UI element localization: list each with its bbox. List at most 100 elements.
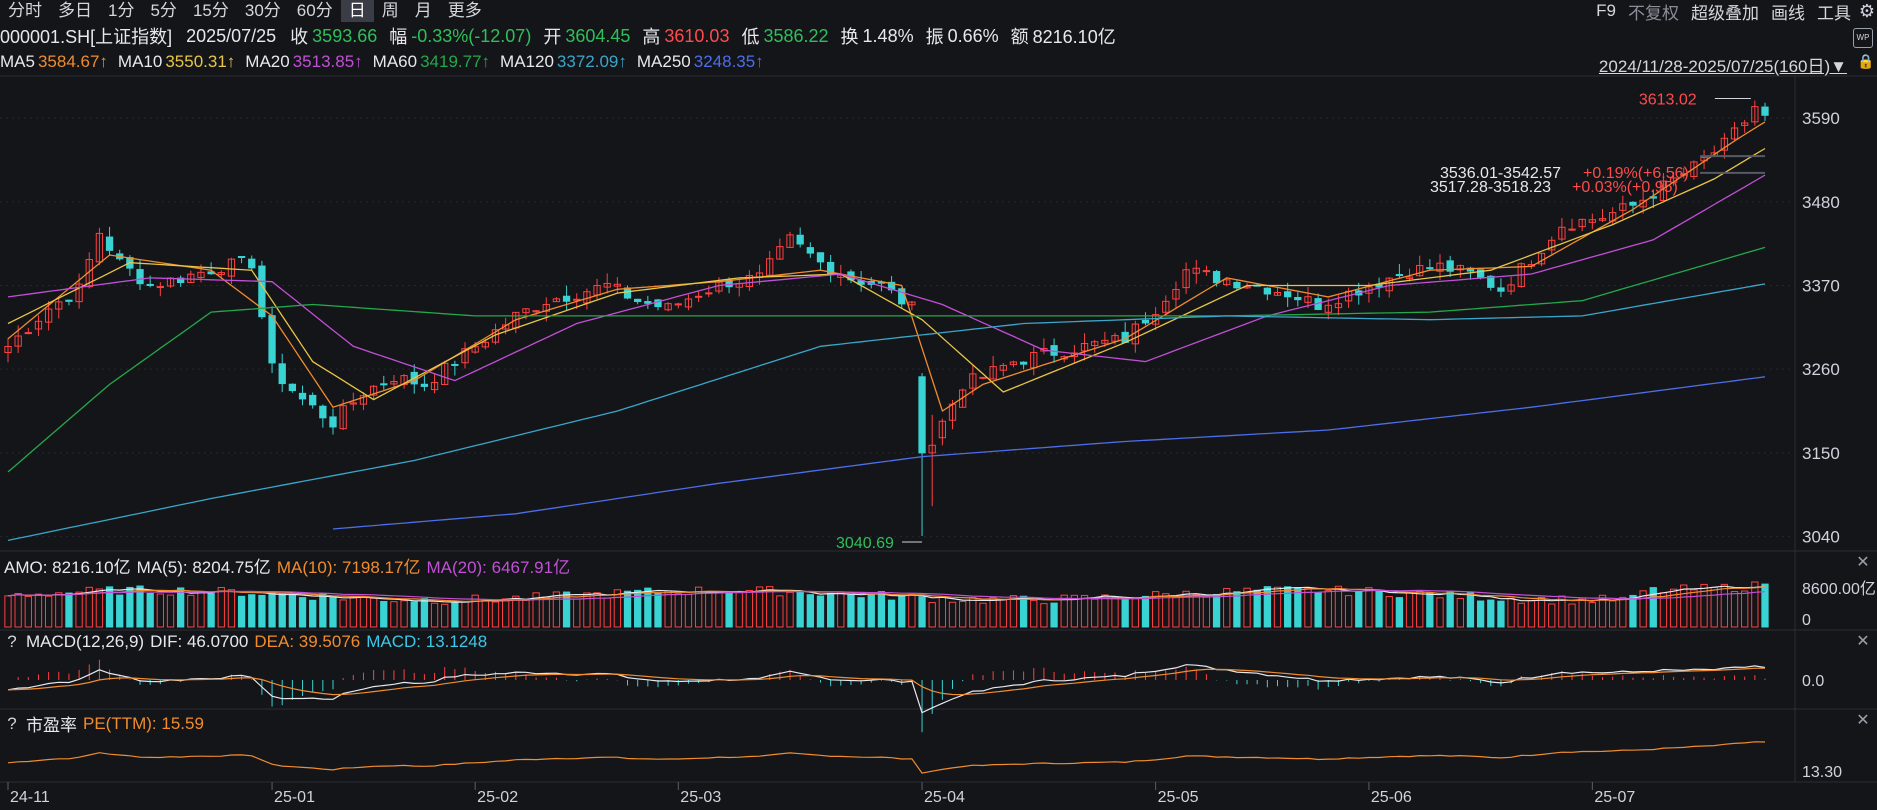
- period-tab-10[interactable]: 更多: [447, 1, 482, 20]
- volume-bar: [197, 590, 205, 628]
- volume-bar: [1273, 586, 1282, 628]
- period-tab-7[interactable]: 日: [340, 0, 374, 22]
- ma-legend-value-0: 3584.67↑: [37, 52, 108, 71]
- tool-3[interactable]: 画线: [1771, 3, 1805, 23]
- gear-icon[interactable]: ⚙: [1858, 1, 1876, 21]
- candle-body: [1009, 361, 1018, 366]
- candle-body: [481, 341, 489, 348]
- volume-bar: [766, 586, 774, 628]
- volume-bar: [694, 586, 703, 628]
- candle-body: [1730, 127, 1739, 140]
- candle-body: [1019, 361, 1028, 365]
- candle-body: [684, 298, 693, 308]
- symbol-label[interactable]: 000001.SH[上证指数]: [0, 27, 173, 47]
- period-tab-4[interactable]: 15分: [192, 1, 229, 20]
- wp-icon[interactable]: WP: [1853, 28, 1873, 48]
- price-tick-3: 3260: [1802, 360, 1840, 379]
- open-label: 开: [543, 27, 562, 47]
- volume-bar: [1446, 590, 1454, 628]
- amplitude-label: 振: [925, 27, 944, 47]
- candle-body: [349, 402, 357, 405]
- candle-body: [999, 364, 1007, 371]
- volume-bar: [1284, 586, 1292, 628]
- close-volume-icon[interactable]: ✕: [1856, 554, 1870, 571]
- ma-legend-value-2: 3513.85↑: [292, 52, 363, 71]
- tool-4[interactable]: 工具: [1817, 3, 1851, 23]
- change-value: -0.33%(-12.07): [411, 25, 532, 46]
- candle-body: [1151, 314, 1160, 325]
- amount-value: 8216.10亿: [1032, 27, 1116, 47]
- volume-bar: [420, 598, 429, 628]
- volume-bar: [1223, 587, 1231, 628]
- volume-bar: [1101, 594, 1109, 628]
- low-annotation: 3040.69: [836, 535, 894, 552]
- candle-body: [1273, 292, 1282, 296]
- candle-body: [1416, 264, 1424, 277]
- pe-title: 市盈率: [26, 716, 77, 735]
- period-tab-5[interactable]: 30分: [244, 1, 281, 20]
- volume-bar: [1517, 602, 1525, 628]
- period-tabs: 分时 多日 1分 5分 15分 30分 60分日周月更多: [0, 0, 490, 22]
- volume-bar: [999, 599, 1007, 628]
- vol-ma10-line: [7, 586, 1766, 603]
- price-tick-0: 3590: [1802, 109, 1840, 128]
- volume-bar: [1192, 594, 1200, 628]
- volume-bar: [623, 590, 632, 628]
- macd-dea-line: [7, 667, 1766, 696]
- date-range-selector[interactable]: 2024/11/28-2025/07/25(160日)▼: [1598, 57, 1847, 76]
- lock-icon[interactable]: 🔒: [1857, 53, 1875, 69]
- candle-body: [989, 366, 997, 380]
- period-tab-1[interactable]: 多日: [58, 1, 92, 20]
- candle-body: [1436, 262, 1444, 272]
- candle-body: [552, 298, 561, 303]
- volume-bar: [1456, 597, 1464, 628]
- volume-bar: [339, 599, 347, 628]
- period-tab-8[interactable]: 周: [381, 1, 399, 20]
- volume-bar: [95, 588, 104, 628]
- period-tab-3[interactable]: 5分: [150, 1, 177, 20]
- vol-ma20: MA(20): 6467.91亿: [426, 558, 571, 577]
- candle-body: [1588, 219, 1596, 223]
- volume-bar: [410, 601, 418, 628]
- help-icon[interactable]: ?: [7, 632, 17, 651]
- close-macd-icon[interactable]: ✕: [1856, 633, 1870, 650]
- tool-0[interactable]: F9: [1596, 1, 1616, 20]
- candle-body: [258, 265, 266, 318]
- candle-body: [319, 405, 327, 419]
- candle-body: [928, 444, 936, 454]
- candle-body: [268, 315, 276, 364]
- range-annotation-change-1: +0.03%(+0.95): [1572, 179, 1678, 196]
- help-icon[interactable]: ?: [7, 713, 17, 733]
- volume-bar: [1202, 596, 1211, 628]
- volume-bar: [349, 597, 357, 628]
- volume-bar: [654, 592, 662, 628]
- close-pe-icon[interactable]: ✕: [1856, 712, 1870, 729]
- volume-bar: [1426, 592, 1434, 628]
- candle-body: [430, 382, 439, 391]
- volume-bar: [613, 589, 622, 628]
- candle-body: [55, 301, 63, 310]
- candle-body: [390, 381, 398, 385]
- tool-1[interactable]: 不复权: [1628, 3, 1679, 23]
- volume-bar: [1009, 595, 1018, 628]
- volume-bar: [1111, 597, 1119, 628]
- volume-bar: [1375, 590, 1383, 628]
- volume-bar: [644, 587, 652, 628]
- period-tab-2[interactable]: 1分: [108, 1, 135, 20]
- candle-body: [816, 252, 825, 263]
- volume-bar: [1405, 592, 1414, 628]
- candle-body: [1761, 106, 1769, 116]
- volume-bar: [75, 591, 83, 628]
- ma-legend-name-2: MA20: [245, 52, 290, 71]
- candle-body: [1751, 106, 1759, 123]
- volume-bar: [715, 591, 723, 628]
- candle-body: [1080, 343, 1089, 352]
- volume-bar: [1365, 587, 1373, 628]
- period-tab-6[interactable]: 60分: [296, 1, 333, 20]
- volume-bar: [1091, 598, 1099, 628]
- tool-2[interactable]: 超级叠加: [1691, 3, 1759, 23]
- volume-bar: [664, 590, 672, 628]
- period-tab-9[interactable]: 月: [414, 1, 432, 20]
- period-tab-0[interactable]: 分时: [8, 1, 42, 20]
